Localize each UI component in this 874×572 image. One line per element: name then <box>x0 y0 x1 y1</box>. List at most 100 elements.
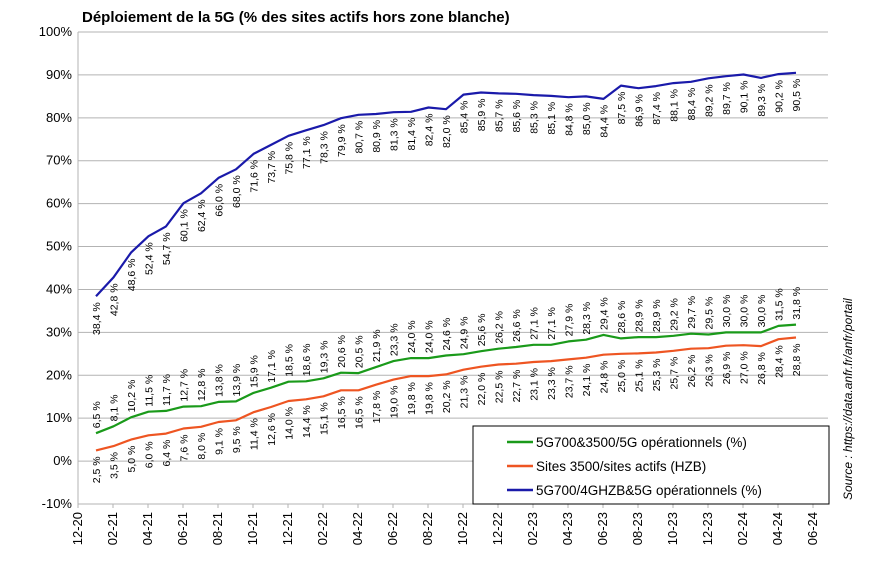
data-label-s2: 9,1 % <box>214 428 226 455</box>
data-label-s2: 17,8 % <box>371 391 383 424</box>
x-tick-label: 02-23 <box>525 512 540 545</box>
data-label-s3: 84,4 % <box>599 105 611 138</box>
y-tick-label: 0% <box>53 453 72 468</box>
data-label-s1: 11,7 % <box>161 374 173 406</box>
data-label-s2: 14,4 % <box>301 405 313 438</box>
data-label-s3: 89,7 % <box>721 82 733 115</box>
data-label-s2: 26,9 % <box>721 352 733 385</box>
x-tick-label: 02-24 <box>735 512 750 545</box>
data-label-s3: 42,8 % <box>109 283 121 316</box>
series-line-1 <box>95 323 797 435</box>
data-label-s1: 26,2 % <box>494 311 506 344</box>
y-tick-label: 90% <box>46 67 72 82</box>
data-label-s1: 24,9 % <box>459 317 471 350</box>
x-tick-label: 04-24 <box>770 512 785 545</box>
data-label-s1: 19,3 % <box>319 341 331 374</box>
data-label-s3: 85,9 % <box>476 99 488 132</box>
data-label-s1: 29,7 % <box>686 296 698 329</box>
data-label-s3: 82,0 % <box>441 115 453 148</box>
data-label-s3: 60,1 % <box>179 209 191 242</box>
data-label-s2: 22,7 % <box>511 370 523 403</box>
data-label-s1: 29,5 % <box>704 297 716 330</box>
data-label-s3: 89,3 % <box>756 84 768 117</box>
data-label-s2: 6,0 % <box>144 441 156 468</box>
data-label-s3: 88,1 % <box>669 89 681 122</box>
data-label-s2: 22,5 % <box>494 371 506 404</box>
data-label-s1: 24,6 % <box>441 318 453 351</box>
data-label-s2: 16,5 % <box>354 396 366 429</box>
data-label-s3: 68,0 % <box>231 175 243 208</box>
data-label-s3: 84,8 % <box>564 103 576 136</box>
data-label-s3: 62,4 % <box>196 199 208 232</box>
data-label-s1: 20,5 % <box>354 335 366 368</box>
data-label-s3: 85,1 % <box>546 102 558 135</box>
data-label-s1: 31,5 % <box>774 288 786 321</box>
data-label-s1: 28,9 % <box>651 299 663 332</box>
data-label-s1: 30,0 % <box>721 295 733 328</box>
x-tick-label: 10-22 <box>455 512 470 545</box>
data-label-s1: 15,9 % <box>249 355 261 388</box>
data-label-s1: 28,3 % <box>581 302 593 335</box>
data-label-s2: 25,7 % <box>669 357 681 390</box>
data-label-s3: 52,4 % <box>144 242 156 275</box>
data-label-s2: 19,8 % <box>406 382 418 415</box>
source-text: Source : https://data.anfr.fr/anfr/porta… <box>841 298 855 500</box>
data-label-s2: 24,1 % <box>581 364 593 397</box>
data-label-s3: 71,6 % <box>249 160 261 193</box>
data-label-s1: 27,9 % <box>564 304 576 337</box>
data-label-s3: 66,0 % <box>214 184 226 217</box>
y-tick-label: 40% <box>46 281 72 296</box>
y-tick-label: 30% <box>46 324 72 339</box>
data-label-s2: 22,0 % <box>476 373 488 406</box>
data-label-s3: 85,3 % <box>529 101 541 134</box>
data-label-s2: 23,3 % <box>546 367 558 400</box>
data-label-s2: 25,1 % <box>634 359 646 392</box>
data-label-s1: 8,1 % <box>109 394 121 421</box>
chart-title: Déploiement de la 5G (% des sites actifs… <box>82 9 510 26</box>
data-label-s2: 28,4 % <box>774 345 786 378</box>
data-label-s2: 5,0 % <box>126 446 138 473</box>
data-label-s1: 13,9 % <box>231 364 243 397</box>
y-tick-label: 60% <box>46 196 72 211</box>
data-label-s1: 18,6 % <box>301 344 313 377</box>
data-label-s1: 10,2 % <box>126 380 138 413</box>
data-label-s2: 26,2 % <box>686 355 698 388</box>
legend-entry: Sites 3500/sites actifs (HZB) <box>536 459 706 474</box>
data-label-s1: 12,7 % <box>179 369 191 402</box>
data-label-s1: 6,5 % <box>91 401 103 428</box>
data-label-s3: 85,7 % <box>494 99 506 132</box>
data-label-s3: 90,1 % <box>739 80 751 113</box>
x-tick-label: 04-23 <box>560 512 575 545</box>
data-label-s3: 77,1 % <box>301 136 313 169</box>
data-label-s3: 80,9 % <box>371 120 383 153</box>
data-label-s2: 15,1 % <box>319 402 331 435</box>
data-label-s2: 7,6 % <box>179 434 191 461</box>
data-label-s1: 18,5 % <box>284 344 296 377</box>
series-line-3 <box>95 71 797 298</box>
data-label-s1: 24,0 % <box>406 320 418 353</box>
data-label-s2: 2,5 % <box>91 456 103 483</box>
data-label-s2: 26,3 % <box>704 354 716 387</box>
data-label-s1: 20,6 % <box>336 335 348 368</box>
data-label-s2: 20,2 % <box>441 380 453 413</box>
data-label-s3: 81,3 % <box>389 118 401 151</box>
data-label-s1: 24,0 % <box>424 320 436 353</box>
data-label-s2: 21,3 % <box>459 376 471 409</box>
data-label-s2: 8,0 % <box>196 433 208 460</box>
data-label-s2: 25,3 % <box>651 359 663 392</box>
x-tick-label: 04-21 <box>140 512 155 545</box>
data-label-s1: 26,6 % <box>511 309 523 342</box>
data-label-s2: 24,8 % <box>599 361 611 394</box>
data-label-s3: 86,9 % <box>634 94 646 127</box>
data-label-s1: 12,8 % <box>196 368 208 401</box>
data-label-s3: 79,9 % <box>336 124 348 157</box>
x-tick-label: 10-21 <box>245 512 260 545</box>
data-label-s3: 73,7 % <box>266 151 278 184</box>
data-label-s3: 88,4 % <box>686 88 698 121</box>
data-label-s1: 31,8 % <box>791 287 803 320</box>
data-label-s3: 81,4 % <box>406 118 418 151</box>
data-label-s1: 29,2 % <box>669 298 681 331</box>
data-label-s3: 80,7 % <box>354 121 366 154</box>
data-label-s1: 29,4 % <box>599 297 611 330</box>
